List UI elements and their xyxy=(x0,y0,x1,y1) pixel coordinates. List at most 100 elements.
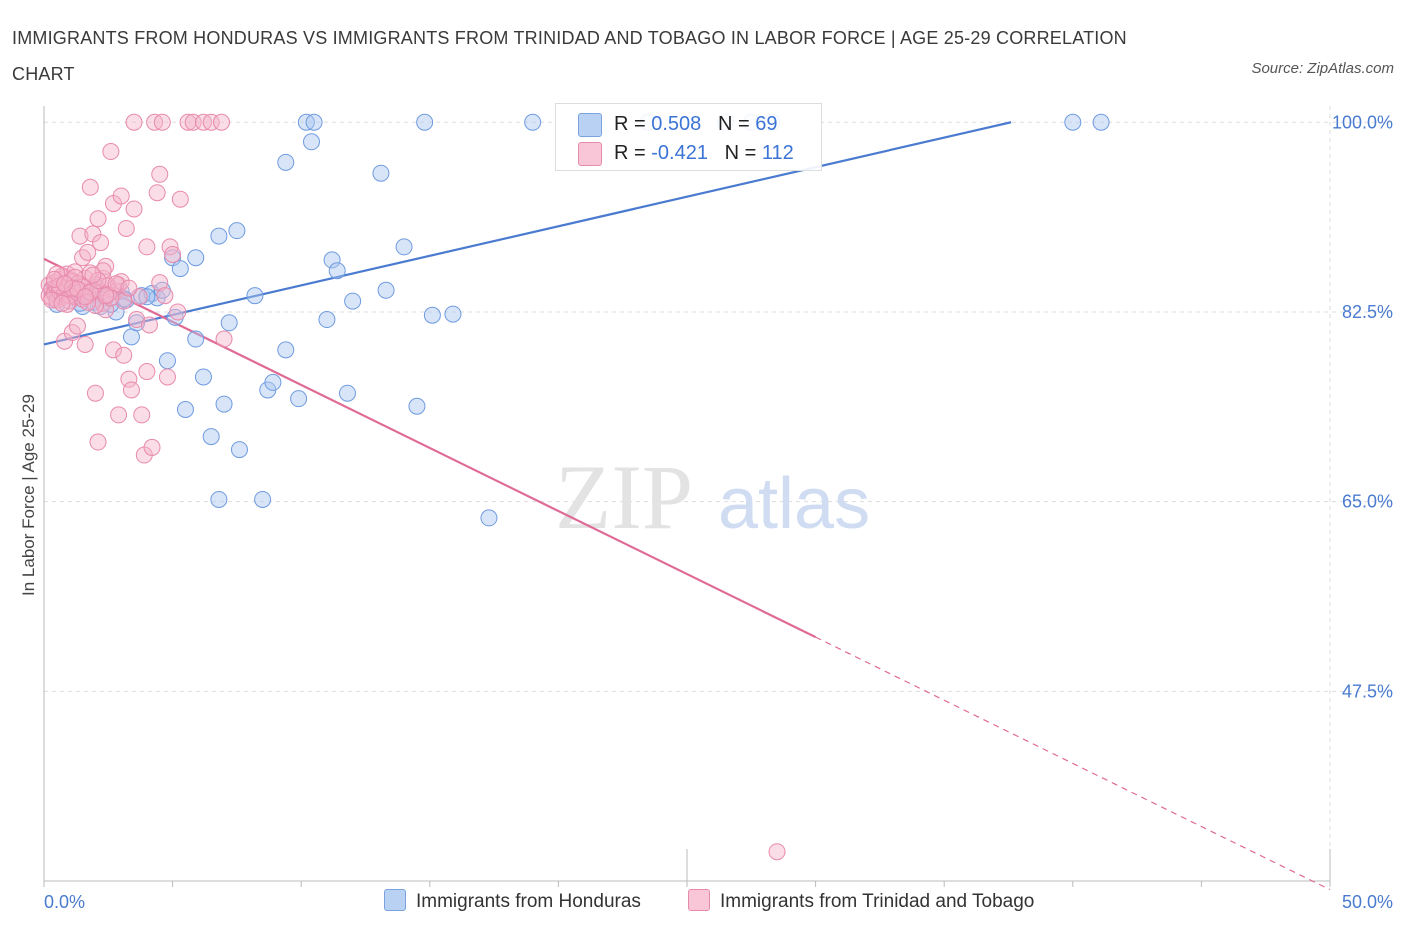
series-legend-label: Immigrants from Trinidad and Tobago xyxy=(720,891,1035,912)
point-honduras xyxy=(416,113,434,131)
point-trinidad xyxy=(79,243,97,261)
y-tick-label: 65.0% xyxy=(1342,492,1393,512)
point-trinidad xyxy=(71,227,89,245)
point-trinidad xyxy=(158,368,176,386)
point-honduras xyxy=(202,428,220,446)
point-trinidad xyxy=(140,316,158,334)
legend-r-value: 0.508 xyxy=(651,113,702,135)
point-honduras xyxy=(228,222,246,240)
axes xyxy=(43,106,1331,887)
point-honduras xyxy=(344,292,362,310)
point-trinidad xyxy=(92,234,110,252)
point-trinidad xyxy=(151,274,169,292)
series-legend-label: Immigrants from Honduras xyxy=(416,891,641,912)
point-trinidad xyxy=(43,291,61,309)
point-trinidad xyxy=(110,406,128,424)
legend-swatch-blue xyxy=(578,113,602,137)
point-honduras xyxy=(323,251,341,269)
point-honduras xyxy=(328,262,346,280)
point-trinidad xyxy=(143,438,161,456)
point-honduras xyxy=(264,373,282,391)
trend-line-trinidad-extrapolated xyxy=(815,636,1331,891)
y-tick-label: 82.5% xyxy=(1342,302,1393,322)
point-honduras xyxy=(187,330,205,348)
point-trinidad xyxy=(45,270,63,288)
point-honduras xyxy=(338,384,356,402)
legend-swatch-pink xyxy=(578,142,602,166)
point-trinidad xyxy=(125,200,143,218)
point-trinidad xyxy=(768,843,786,861)
point-trinidad xyxy=(97,287,115,305)
point-honduras xyxy=(318,311,336,329)
point-honduras xyxy=(395,238,413,256)
point-trinidad xyxy=(74,249,92,267)
point-honduras xyxy=(230,441,248,459)
point-trinidad xyxy=(128,311,146,329)
point-honduras xyxy=(215,395,233,413)
legend-r-label: R = xyxy=(614,142,646,164)
point-trinidad xyxy=(212,113,230,131)
stats-legend: R = 0.508 N = 69 R = -0.421 N = 112 xyxy=(555,103,822,171)
x-tick-label-max: 50.0% xyxy=(1342,892,1393,912)
y-tick-labels: 47.5% 65.0% 82.5% 100.0% xyxy=(1332,112,1393,701)
point-trinidad xyxy=(58,295,76,313)
point-trinidad xyxy=(148,184,166,202)
point-honduras xyxy=(171,260,189,278)
point-trinidad xyxy=(94,262,112,280)
point-trinidad xyxy=(156,287,174,305)
point-trinidad xyxy=(153,113,171,131)
point-trinidad xyxy=(89,433,107,451)
point-honduras xyxy=(1092,113,1110,131)
y-axis-label: In Labor Force | Age 25-29 xyxy=(19,394,38,596)
data-points xyxy=(40,113,1110,861)
series-legend-trinidad: Immigrants from Trinidad and Tobago xyxy=(688,889,1034,915)
point-honduras xyxy=(158,352,176,370)
y-tick-label: 47.5% xyxy=(1342,681,1393,701)
point-trinidad xyxy=(138,238,156,256)
chart-title: IMMIGRANTS FROM HONDURAS VS IMMIGRANTS F… xyxy=(12,28,1127,84)
point-trinidad xyxy=(86,384,104,402)
point-trinidad xyxy=(171,190,189,208)
point-trinidad xyxy=(76,288,94,306)
point-honduras xyxy=(408,397,426,415)
point-trinidad xyxy=(151,165,169,183)
point-honduras xyxy=(302,133,320,151)
point-trinidad xyxy=(89,210,107,228)
point-honduras xyxy=(277,341,295,359)
point-trinidad xyxy=(56,275,74,293)
legend-r-label: R = xyxy=(614,113,646,135)
point-trinidad xyxy=(179,113,197,131)
legend-n-value: 112 xyxy=(761,142,794,164)
watermark-atlas: atlas xyxy=(718,464,870,544)
point-honduras xyxy=(122,328,140,346)
point-trinidad xyxy=(133,406,151,424)
point-trinidad xyxy=(53,294,71,312)
point-trinidad xyxy=(115,346,133,364)
point-honduras xyxy=(444,305,462,323)
point-trinidad xyxy=(68,317,86,335)
series-legend-honduras: Immigrants from Honduras xyxy=(384,889,641,915)
legend-r-value: -0.421 xyxy=(651,142,708,164)
series-swatch-blue xyxy=(384,889,406,911)
point-trinidad xyxy=(81,178,99,196)
point-trinidad xyxy=(184,113,202,131)
point-trinidad xyxy=(120,370,138,388)
point-honduras xyxy=(277,153,295,171)
trend-lines xyxy=(43,121,1331,891)
legend-n-label: N = xyxy=(724,142,757,164)
point-honduras xyxy=(254,490,272,508)
point-trinidad xyxy=(84,266,102,284)
point-honduras xyxy=(220,314,238,332)
point-honduras xyxy=(524,113,542,131)
x-tick-label-min: 0.0% xyxy=(44,892,85,912)
point-honduras xyxy=(480,509,498,527)
y-tick-label: 100.0% xyxy=(1332,112,1393,132)
point-trinidad xyxy=(125,113,143,131)
point-honduras xyxy=(194,368,212,386)
point-honduras xyxy=(305,113,323,131)
legend-n-label: N = xyxy=(717,113,750,135)
point-trinidad xyxy=(104,341,122,359)
point-trinidad xyxy=(117,219,135,237)
point-trinidad xyxy=(120,279,138,297)
